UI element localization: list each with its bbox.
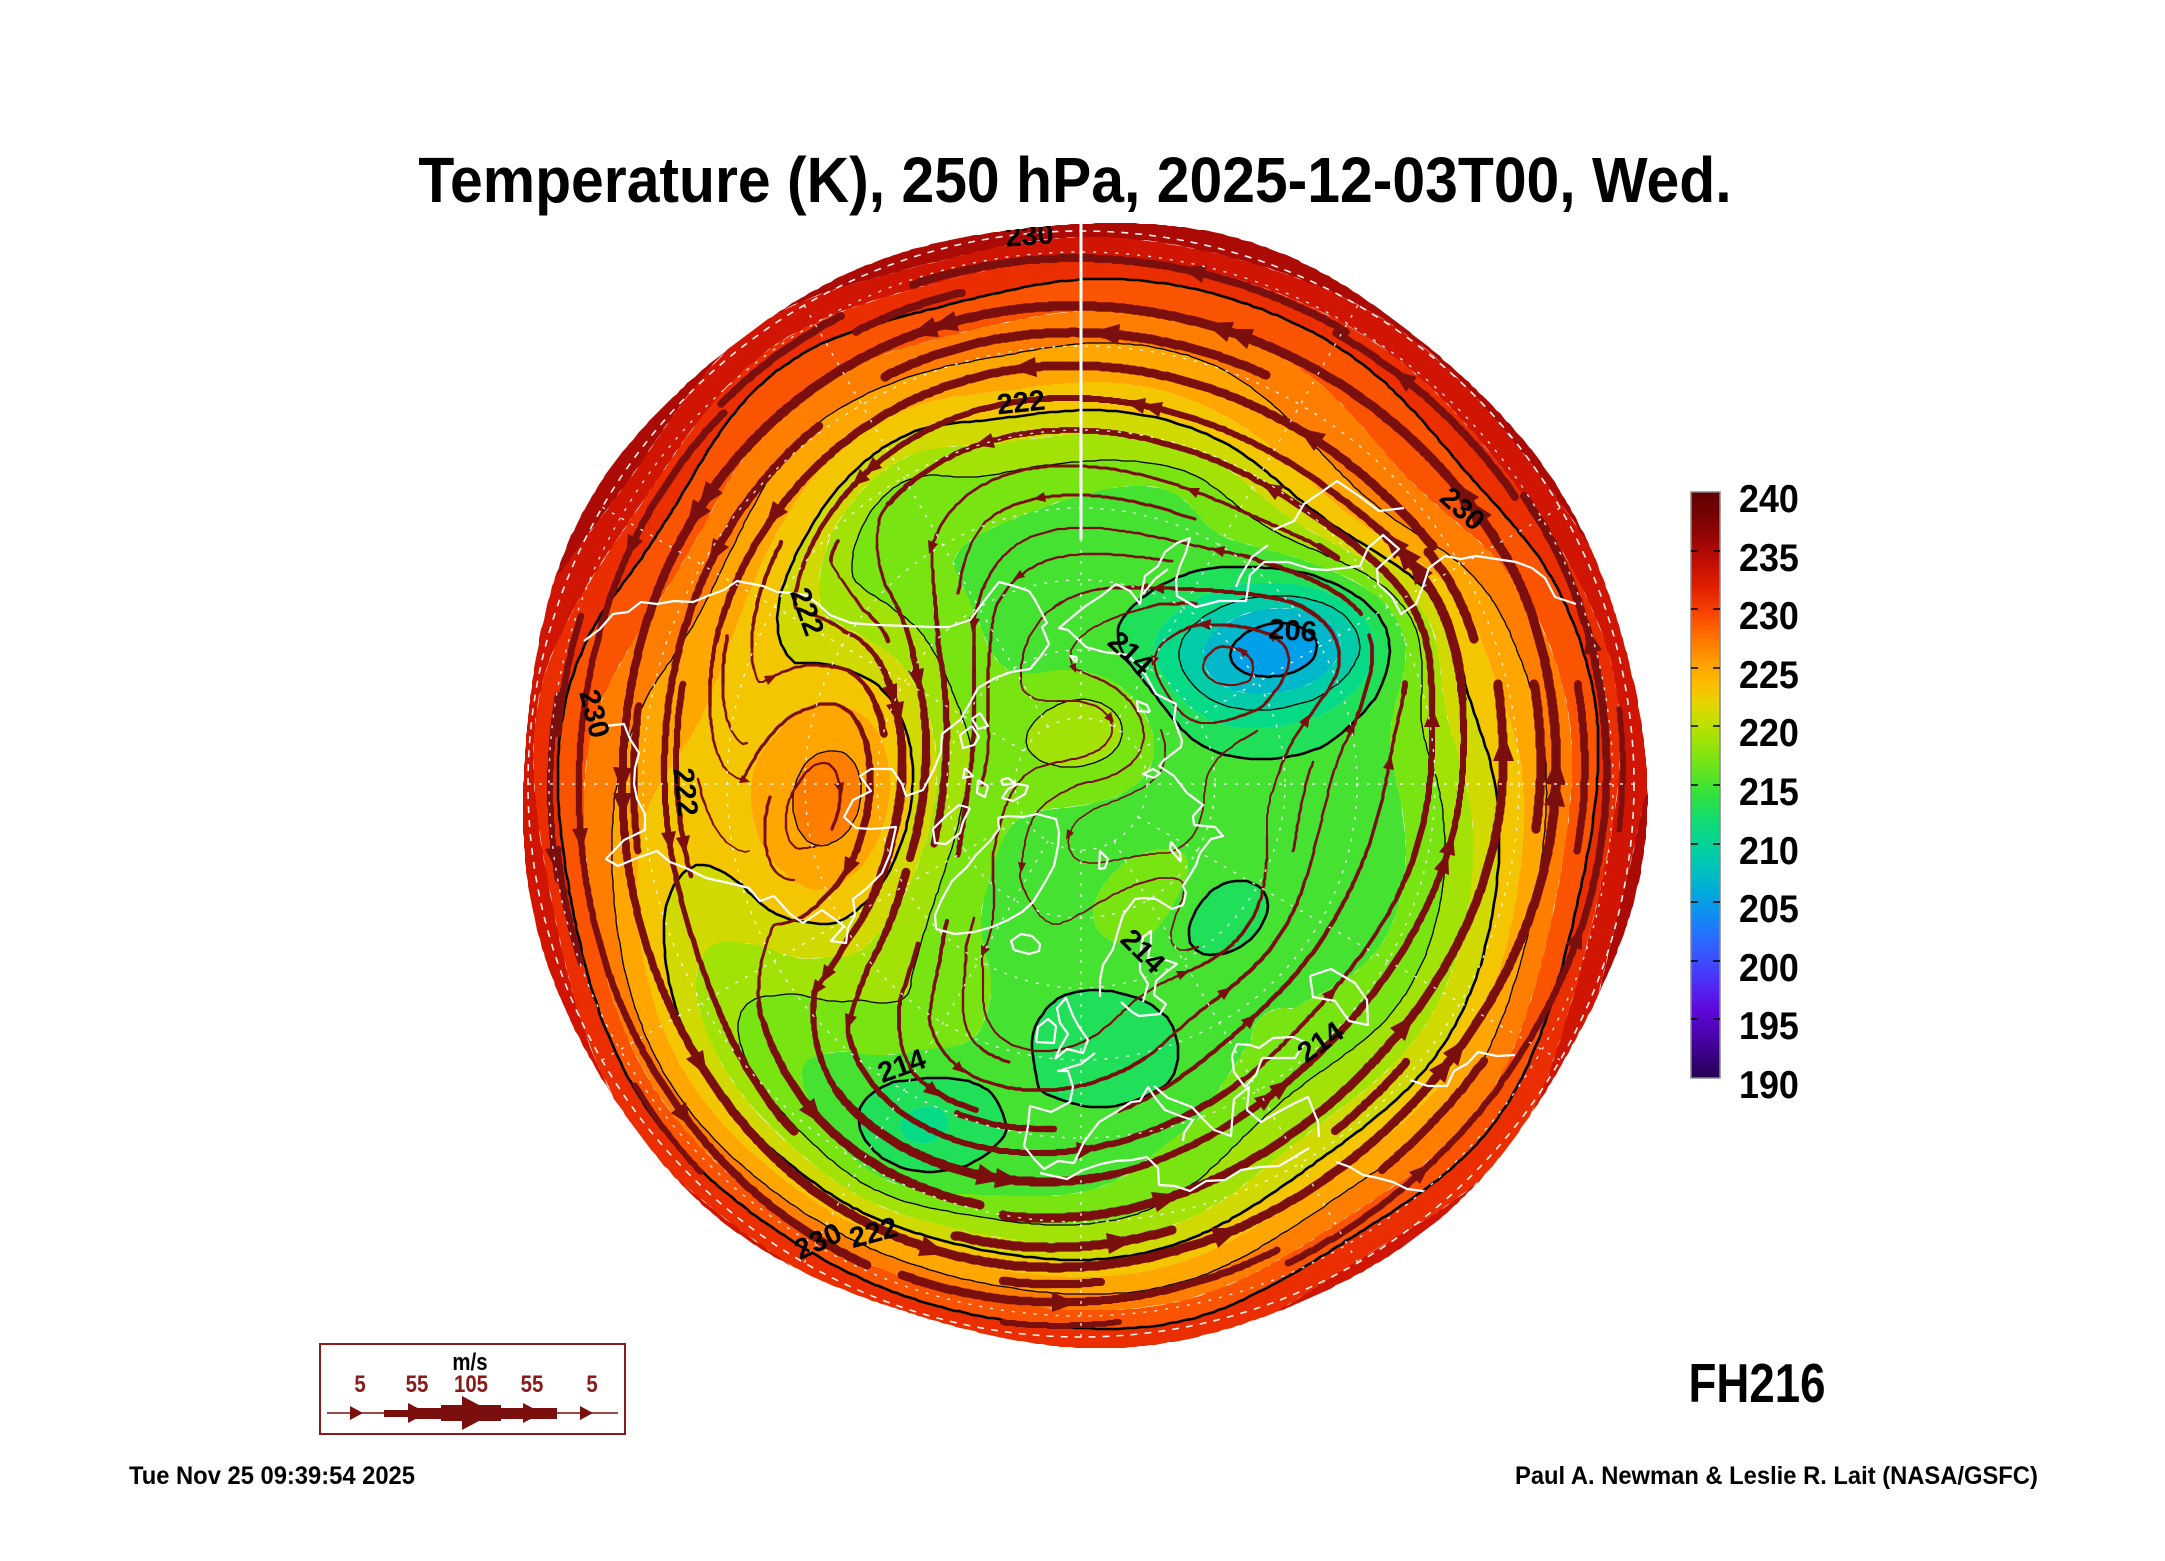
svg-text:205: 205 bbox=[1739, 887, 1799, 931]
svg-text:5: 5 bbox=[354, 1370, 365, 1397]
svg-text:230: 230 bbox=[1739, 594, 1799, 638]
svg-text:FH216: FH216 bbox=[1689, 1352, 1826, 1414]
svg-text:220: 220 bbox=[1739, 711, 1799, 755]
svg-text:222: 222 bbox=[667, 766, 704, 817]
svg-text:195: 195 bbox=[1739, 1004, 1799, 1048]
svg-text:m/s: m/s bbox=[452, 1348, 487, 1375]
svg-text:105: 105 bbox=[454, 1370, 488, 1397]
svg-text:225: 225 bbox=[1739, 653, 1799, 697]
svg-text:222: 222 bbox=[995, 385, 1046, 422]
svg-text:190: 190 bbox=[1739, 1063, 1799, 1107]
svg-text:235: 235 bbox=[1739, 536, 1799, 580]
svg-text:Tue Nov 25 09:39:54 2025: Tue Nov 25 09:39:54 2025 bbox=[129, 1462, 415, 1490]
svg-text:55: 55 bbox=[521, 1370, 544, 1397]
svg-text:200: 200 bbox=[1739, 946, 1799, 990]
svg-text:Paul A. Newman & Leslie R. Lai: Paul A. Newman & Leslie R. Lait (NASA/GS… bbox=[1515, 1462, 2038, 1490]
svg-text:5: 5 bbox=[586, 1370, 597, 1397]
svg-text:240: 240 bbox=[1739, 477, 1799, 521]
svg-text:210: 210 bbox=[1739, 829, 1799, 873]
svg-text:55: 55 bbox=[406, 1370, 429, 1397]
svg-text:Temperature (K), 250 hPa, 2025: Temperature (K), 250 hPa, 2025-12-03T00,… bbox=[418, 145, 1731, 217]
svg-text:215: 215 bbox=[1739, 770, 1799, 814]
svg-text:206: 206 bbox=[1267, 613, 1318, 648]
